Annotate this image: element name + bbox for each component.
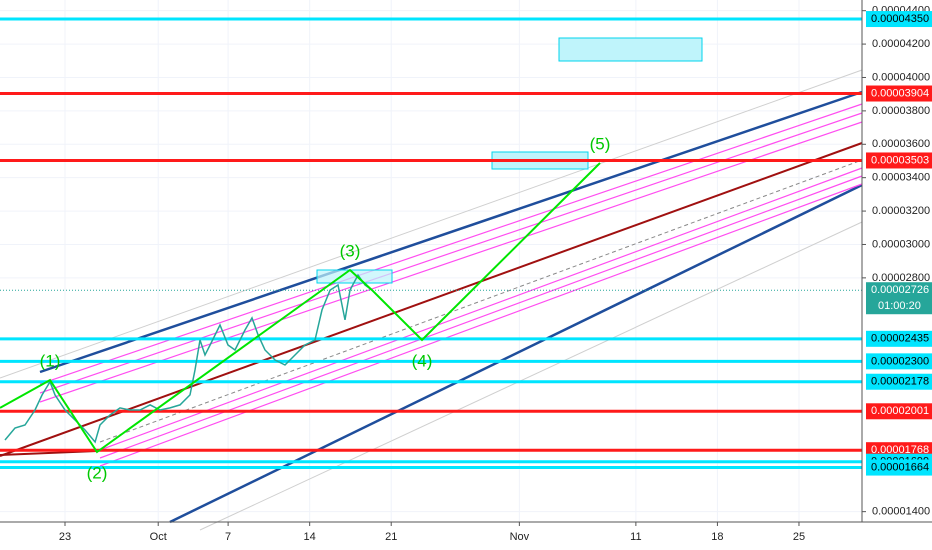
x-tick-label: 7 xyxy=(225,531,231,543)
y-tick-label: 0.00004200 xyxy=(872,38,930,50)
last-price-label: 0.00002726 xyxy=(871,284,929,296)
x-tick-label: 14 xyxy=(304,531,316,543)
y-tick-label: 0.00003200 xyxy=(872,205,930,217)
wave-label: (3) xyxy=(340,242,361,261)
pitch-line xyxy=(99,167,863,451)
x-tick-label: Oct xyxy=(150,531,167,543)
y-tick-label: 0.00003800 xyxy=(872,105,930,117)
price-level-label: 0.00001664 xyxy=(871,461,929,473)
channel-bottom xyxy=(169,183,863,524)
price-level-tag xyxy=(866,85,932,102)
wave-label: (1) xyxy=(40,352,61,371)
y-tick-label: 0.00003400 xyxy=(872,172,930,184)
price-level-label: 0.00003904 xyxy=(871,87,929,99)
price-level-tag xyxy=(866,353,932,370)
outer-channel-top xyxy=(0,69,863,379)
y-tick-label: 0.00003600 xyxy=(872,138,930,150)
x-tick-label: 21 xyxy=(385,531,397,543)
outer-channel-bottom xyxy=(199,221,863,531)
y-tick-label: 0.00002800 xyxy=(872,272,930,284)
countdown: 01:00:20 xyxy=(878,300,921,312)
pitch-line xyxy=(39,121,863,403)
price-line xyxy=(4,273,373,444)
price-level-label: 0.00002001 xyxy=(871,405,929,417)
x-tick-label: 25 xyxy=(793,531,805,543)
x-tick-label: 23 xyxy=(59,531,71,543)
grid xyxy=(0,0,862,522)
series: (1) (2) (3) (4) (5) xyxy=(0,134,611,483)
wave-line xyxy=(0,162,601,454)
price-level-label: 0.00002178 xyxy=(871,376,929,388)
target-box xyxy=(558,37,703,62)
last-price-tag xyxy=(866,282,932,315)
price-level-label: 0.00002300 xyxy=(871,355,929,367)
median-line xyxy=(0,142,863,457)
x-tick-label: Nov xyxy=(510,531,530,543)
horizontal-lines xyxy=(0,17,862,470)
price-level-tag xyxy=(866,403,932,420)
axis-labels: 0.00001400 0.00002800 0.00003000 0.00003200… xyxy=(59,5,932,543)
wave-label: (4) xyxy=(412,351,433,370)
price-level-tag xyxy=(866,330,932,347)
price-level-tag xyxy=(866,459,932,476)
pitch-line xyxy=(99,183,863,467)
price-level-label: 0.00001768 xyxy=(871,444,929,456)
price-level-tag xyxy=(866,373,932,390)
price-level-label: 0.00002435 xyxy=(871,333,929,345)
x-tick-label: 11 xyxy=(630,531,641,543)
y-tick-label: 0.00004000 xyxy=(872,71,930,83)
y-tick-label: 0.00001400 xyxy=(872,506,930,518)
x-tick-label: 18 xyxy=(711,531,723,543)
price-level-label: 0.00004350 xyxy=(871,13,929,25)
price-level-label: 0.00003503 xyxy=(871,154,929,166)
dashed-line xyxy=(99,159,863,443)
wave-label: (5) xyxy=(590,134,611,153)
wave-label: (2) xyxy=(87,464,108,483)
channel-top xyxy=(39,90,863,374)
price-level-tag xyxy=(866,152,932,169)
y-tick-label: 0.00003000 xyxy=(872,238,930,250)
price-level-tag xyxy=(866,11,932,28)
